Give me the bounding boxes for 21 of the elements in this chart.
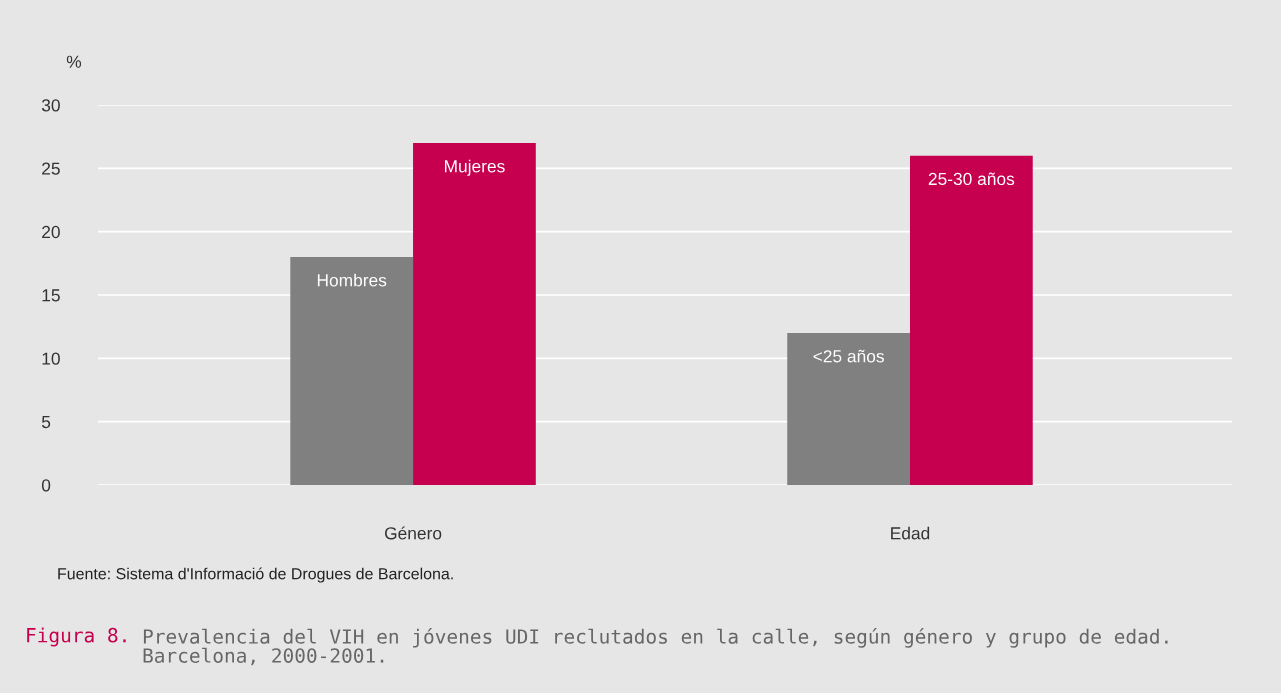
bar	[413, 143, 536, 485]
annotation: Mujeres	[444, 159, 505, 176]
annotation: 25-30 años	[928, 172, 1015, 186]
y-tick-label: 15	[42, 289, 60, 302]
bar	[290, 257, 414, 485]
x-tick-label: Género	[384, 526, 442, 540]
y-tick-label: 5	[41, 416, 51, 429]
y-axis-title: %	[66, 55, 82, 68]
y-tick-label: 10	[42, 352, 60, 365]
bar	[787, 333, 910, 485]
y-tick-label: 20	[42, 225, 60, 239]
x-tick-label: Edad	[891, 526, 930, 540]
annotation: <25 años	[813, 349, 884, 363]
y-tick-label: 30	[41, 99, 60, 112]
bar	[909, 155, 1033, 485]
text: Prevalencia del VIH en jóvenes UDI reclutados en la calle, según género y grupo de edad. Barcelona, 2000-2001.	[143, 628, 1168, 666]
text: Figura 8.	[27, 627, 126, 647]
annotation: Hombres	[317, 273, 387, 287]
y-tick-label: 0	[41, 479, 51, 492]
y-tick-label: 25	[42, 162, 60, 175]
source-note: Fuente: Sistema d'Informació de Drogues de Barcelona.	[58, 567, 453, 583]
